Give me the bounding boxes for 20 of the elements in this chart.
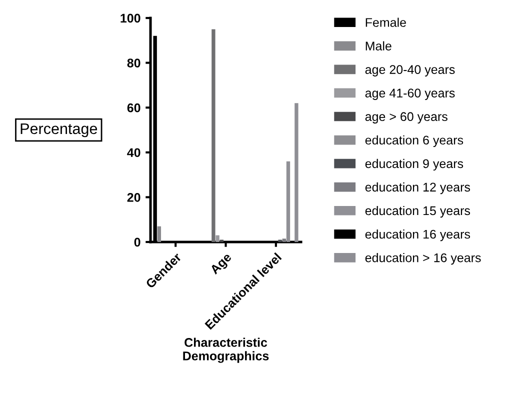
legend-label: education 15 years: [365, 206, 470, 218]
legend-label: education 12 years: [365, 182, 470, 194]
legend-label: age > 60 years: [365, 112, 448, 124]
legend-label: age 20-40 years: [365, 65, 455, 76]
y-tick-label: 60: [127, 103, 140, 112]
legend-label: education 9 years: [365, 158, 464, 171]
y-tick-label: 80: [127, 58, 140, 68]
y-tick-label: 0: [134, 238, 140, 247]
legend-label: education > 16 years: [365, 253, 481, 265]
legend-label: age 41-60 years: [365, 88, 455, 100]
y-tick-label: 20: [127, 193, 140, 202]
y-tick-label: 100: [120, 14, 140, 23]
y-axis-title: Percentage: [20, 123, 98, 138]
legend-label: education 16 years: [365, 229, 470, 242]
x-axis-title: Characteristic Demographics: [183, 338, 269, 363]
legend-label: Male: [366, 41, 392, 50]
y-tick-label: 40: [127, 148, 140, 158]
legend-label: Female: [366, 18, 406, 27]
legend-label: education 6 years: [365, 135, 464, 148]
x-tick-label: Age: [210, 252, 234, 276]
